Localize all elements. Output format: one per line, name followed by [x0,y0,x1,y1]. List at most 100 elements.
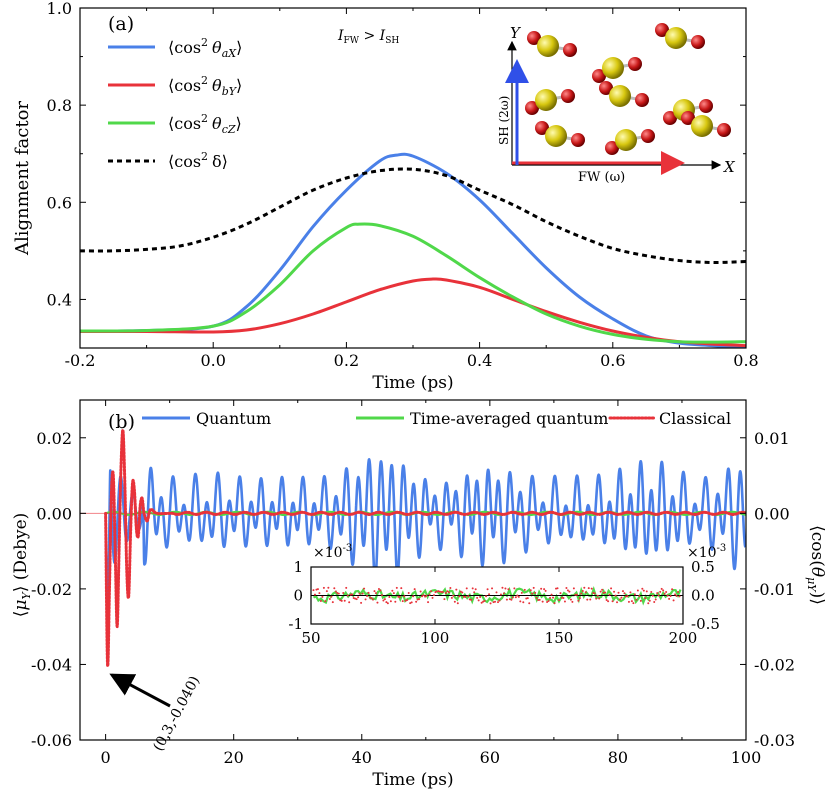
inset-classical-dot [501,586,504,589]
oxygen-atom [592,69,606,83]
inset-classical-dot [555,587,558,590]
intensity-annotation: IFW > ISH [337,28,399,46]
inset-classical-dot [650,590,653,593]
inset-classical-dot [617,591,620,594]
panel-b-label: (b) [108,411,135,433]
inset-classical-dot [633,593,636,596]
inset-classical-dot [486,588,489,591]
inset-classical-dot [474,588,477,591]
oxygen-atom [605,141,619,155]
oxygen-atom [525,101,539,115]
inset-classical-dot [595,597,598,600]
y-tick-label: 0.4 [47,290,72,309]
inset-classical-dot [604,591,607,594]
inset-classical-dot [599,590,602,593]
x-tick-label: 0.2 [334,351,359,370]
y-tick-label-left: -0.02 [31,580,72,599]
inset-classical-dot [556,587,559,590]
inset-classical-dot [630,600,633,603]
inset-classical-dot [337,592,340,595]
inset-classical-dot [651,594,654,597]
inset-classical-dot [627,600,630,603]
inset-classical-dot [485,595,488,598]
inset-classical-dot [572,587,575,590]
inset-classical-dot [590,587,593,590]
inset-classical-dot [446,590,449,593]
inset-classical-dot [526,597,529,600]
inset-classical-dot [589,598,592,601]
oxygen-atom [681,111,695,125]
inset-classical-dot [380,594,383,597]
inset-y-label: Y [510,24,522,42]
inset-y-tick-label-right: -0.5 [691,615,720,633]
inset-classical-dot [389,600,392,603]
inset-classical-dot [325,590,328,593]
inset-classical-dot [537,598,540,601]
inset-classical-dot [665,590,668,593]
panel-b-xlabel: Time (ps) [372,770,453,790]
inset-classical-dot [400,587,403,590]
inset-classical-dot [373,590,376,593]
inset-classical-dot [363,587,366,590]
inset-classical-dot [319,600,322,603]
oxygen-atom [663,111,677,125]
inset-classical-dot [607,600,610,603]
inset-classical-dot [505,598,508,601]
panel-a-xlabel: Time (ps) [372,373,453,393]
inset-y-tick-label-left: 1 [293,558,303,576]
inset-classical-dot [598,597,601,600]
oxygen-atom [628,57,642,71]
series-line-3 [80,167,746,265]
fw-beam-label: FW (ω) [578,170,625,185]
inset-classical-dot [455,588,458,591]
inset-y-tick-label-left: -1 [288,615,303,633]
inset-classical-dot [613,590,616,593]
inset-classical-dot [415,600,418,603]
series-line-1 [80,277,746,348]
inset-classical-dot [328,598,331,601]
inset-classical-dot [547,599,550,602]
inset-classical-dot [574,593,577,596]
inset-classical-dot [449,587,452,590]
panel-a-ylabel: Alignment factor [12,101,33,256]
inset-classical-dot [592,592,595,595]
inset-classical-dot [659,590,662,593]
inset-classical-dot [523,588,526,591]
sulfur-atom [545,125,567,147]
sulfur-atom [609,85,631,107]
inset-classical-dot [619,598,622,601]
oxygen-atom [641,129,655,143]
molecule [681,111,731,137]
inset-classical-dot [510,598,513,601]
inset-classical-dot [433,594,436,597]
inset-classical-dot [377,588,380,591]
oxygen-atom [717,123,731,137]
sulfur-atom [535,89,557,111]
inset-x-tick-label: 50 [301,629,320,647]
inset-classical-dot [427,601,430,604]
inset-classical-dot [520,591,523,594]
inset-classical-dot [575,593,578,596]
inset-classical-dot [525,597,528,600]
legend-entry: ⟨cos2 δ⟩ [168,150,228,171]
legend-a: ⟨cos2 θaX⟩ ⟨cos2 θbY⟩ ⟨cos2 θcZ⟩ ⟨cos2 δ⟩ [108,36,242,171]
inset-classical-dot [614,594,617,597]
inset-classical-dot [367,591,370,594]
inset-classical-dot [476,596,479,599]
inset-x-tick-label: 150 [545,629,574,647]
inset-classical-dot [580,592,583,595]
inset-classical-dot [407,591,410,594]
inset-classical-dot [677,591,680,594]
y-tick-label-left: -0.06 [31,731,72,750]
y-tick-label-left: -0.04 [31,655,72,674]
inset-classical-dot [321,595,324,598]
inset-classical-dot [361,592,364,595]
inset-classical-dot [610,587,613,590]
x-tick-label: 0 [101,748,111,767]
inset-classical-dot [544,589,547,592]
inset-classical-dot [534,591,537,594]
classical-line [104,428,746,668]
inset-classical-dot [316,588,319,591]
sulfur-atom [537,35,559,57]
y-tick-label-right: -0.02 [754,655,795,674]
